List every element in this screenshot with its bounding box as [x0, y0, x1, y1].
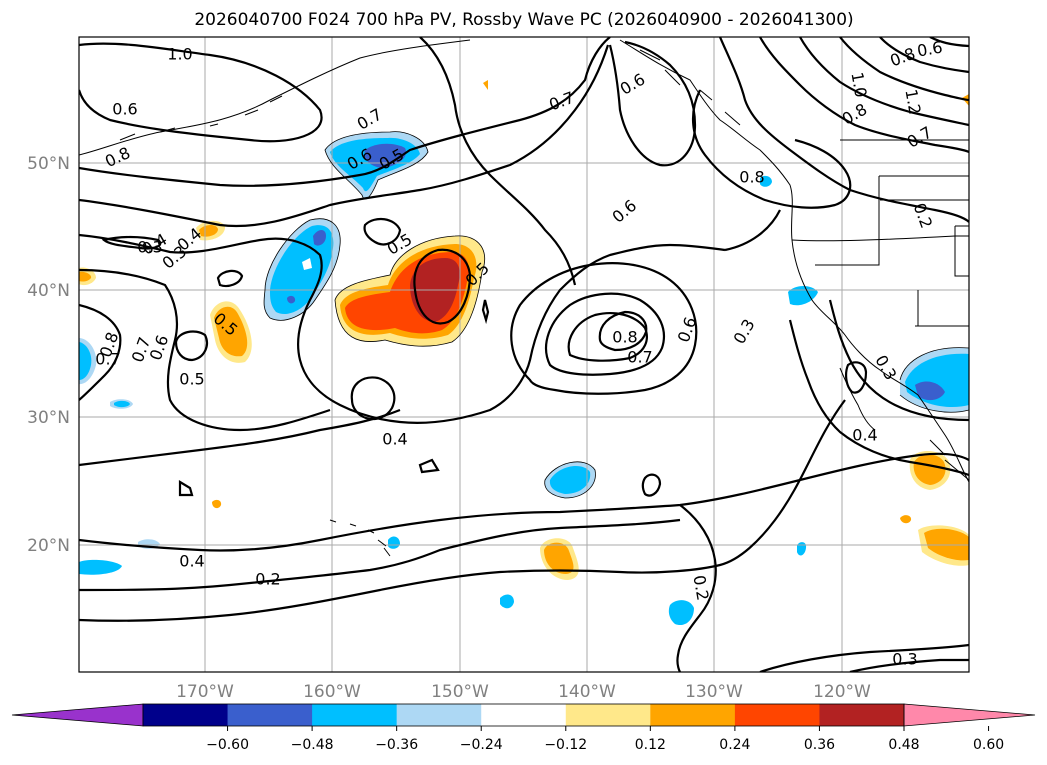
colorbar-segment — [481, 704, 567, 726]
colorbar: −0.60 −0.48 −0.36 −0.24 −0.12 0.12 0.24 0.36 0.4… — [11, 703, 1036, 753]
contour-label: 1.0 — [847, 71, 870, 99]
contour-label: 0.7 — [95, 350, 120, 369]
positive-anomaly-dot-2 — [900, 515, 912, 524]
colorbar-extend-max — [903, 703, 1036, 727]
negative-anomaly-mid-inner-2 — [287, 295, 296, 304]
contour-label: 1.0 — [167, 45, 192, 64]
contour-label: 0.5 — [179, 370, 204, 389]
colorbar-tick-label: 0.12 — [635, 737, 666, 753]
pv-contours — [79, 37, 969, 672]
colorbar-segment — [565, 704, 651, 726]
colorbar-frame — [142, 703, 905, 727]
contour-label: 0.4 — [852, 426, 877, 445]
contour-label: 1.2 — [901, 88, 924, 116]
colorbar-segment — [143, 704, 229, 726]
colorbar-tick-label: −0.12 — [544, 737, 587, 753]
negative-anomaly-west-edge-mid — [79, 342, 92, 380]
contour-label: 0.8 — [739, 168, 764, 187]
colorbar-segment — [312, 704, 398, 726]
negative-anomaly-coast-inner — [915, 381, 945, 401]
map-frame — [78, 36, 970, 673]
negative-anomaly-dot-1 — [668, 600, 694, 626]
colorbar-tick-label: −0.48 — [291, 737, 334, 753]
lat-label-30n: 30°N — [27, 408, 70, 428]
map-panel: 1.00.80.70.6 0.50.50.40.30.40.50.8 0.70.60… — [79, 37, 969, 672]
positive-anomaly-dot-3 — [483, 80, 488, 90]
lon-label-150w: 150°W — [431, 682, 489, 702]
positive-anomaly-west-edge-mid — [79, 271, 92, 282]
contour-label: 0.3 — [137, 238, 162, 257]
lat-label-50n: 50°N — [27, 154, 70, 174]
map-background — [79, 37, 969, 672]
colorbar-tick-label: 0.60 — [973, 737, 1004, 753]
contour-label: 0.4 — [179, 552, 204, 571]
lon-label-120w: 120°W — [813, 682, 871, 702]
negative-anomaly-pacific-mid — [549, 466, 591, 494]
colorbar-extend-min — [11, 703, 144, 727]
negative-anomaly-dot-9 — [388, 536, 400, 549]
colorbar-tick-label: −0.36 — [375, 737, 418, 753]
positive-anomaly-south-mid — [544, 542, 574, 574]
negative-anomaly-mid-inner — [313, 230, 326, 246]
negative-anomaly-mid-hole — [302, 258, 312, 270]
negative-anomaly-dot-2 — [788, 286, 818, 306]
graticule — [79, 37, 969, 672]
negative-anomaly-dot-7 — [500, 594, 514, 609]
lon-label-170w: 170°W — [176, 682, 234, 702]
contour-label: 0.4 — [382, 430, 407, 449]
colorbar-tick-label: −0.60 — [206, 737, 249, 753]
lon-label-130w: 130°W — [685, 682, 743, 702]
negative-anomaly-dot-10 — [760, 175, 772, 187]
colorbar-segment — [650, 704, 736, 726]
negative-anomaly-mid-mid — [270, 225, 334, 315]
figure-title: 2026040700 F024 700 hPa PV, Rossby Wave … — [194, 10, 853, 30]
colorbar-segment — [227, 704, 313, 726]
colorbar-tick-label: 0.36 — [804, 737, 835, 753]
lat-label-20n: 20°N — [27, 536, 70, 556]
longitude-labels: 170°W 160°W 150°W 140°W 130°W 120°W — [176, 682, 871, 702]
contour-label: 0.3 — [892, 650, 917, 669]
lon-label-160w: 160°W — [303, 682, 361, 702]
contour-label: 0.2 — [255, 570, 280, 589]
colorbar-tick-label: −0.24 — [460, 737, 503, 753]
contour-label: 0.8 — [612, 328, 637, 347]
negative-anomaly-dot-3 — [79, 559, 122, 575]
colorbar-tick-label: 0.24 — [719, 737, 750, 753]
negative-anomaly-dot-5 — [114, 400, 130, 408]
lon-label-140w: 140°W — [558, 682, 616, 702]
coastlines — [79, 39, 969, 483]
colorbar-segment — [396, 704, 482, 726]
lat-label-40n: 40°N — [27, 281, 70, 301]
contour-label: 0.6 — [112, 100, 137, 119]
colorbar-segment — [734, 704, 820, 726]
positive-anomaly-mexico-mid — [913, 454, 946, 485]
latitude-labels: 50°N 40°N 30°N 20°N — [27, 154, 70, 556]
contour-label: 0.6 — [916, 37, 944, 60]
positive-anomaly-small-1-mid — [199, 224, 218, 237]
anomaly-shading — [79, 80, 969, 626]
colorbar-tick-label: 0.48 — [888, 737, 919, 753]
contour-label: 0.2 — [689, 574, 712, 602]
positive-anomaly-dot-1 — [212, 499, 222, 509]
contour-label: 0.7 — [627, 348, 652, 367]
negative-anomaly-north-inner — [364, 143, 407, 168]
positive-anomaly-west-mid — [214, 306, 248, 357]
colorbar-segment — [819, 704, 905, 726]
anomaly-outlines — [263, 131, 969, 499]
